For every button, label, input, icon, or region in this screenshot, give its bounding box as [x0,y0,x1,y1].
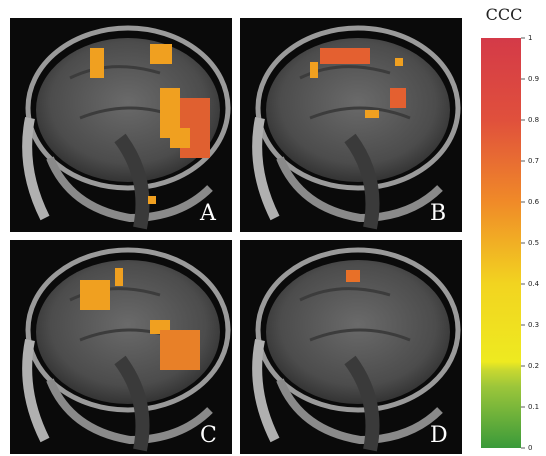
tick-label: 0.7 [528,157,539,165]
tick-label: 0.6 [528,198,540,206]
tick-label: 0.3 [528,321,539,329]
panel-label: D [430,423,448,448]
colorbar [481,38,521,448]
tick-label: 0.9 [528,75,539,83]
colorbar-ticks: 0 0.1 0.2 0.3 0.4 0.5 0.6 0.7 0.8 0.9 1 [521,34,540,452]
panel-label: C [200,423,217,448]
tick-label: 0.8 [528,116,539,124]
colorbar-title: CCC [486,5,523,24]
panel-a: A [10,18,232,232]
panel-label: B [430,201,446,226]
figure: A B C D CCC 0 0.1 0.2 0.3 0.4 0.5 0.6 0.7 0.8 0.9… [0,0,546,456]
activation [346,270,360,282]
tick-label: 0.1 [528,403,539,411]
tick-label: 0.5 [528,239,539,247]
panel-b: B [240,18,462,232]
tick-label: 0 [528,444,532,452]
panel-d: D [240,240,462,454]
panel-label: A [199,201,217,226]
tick-label: 0.2 [528,362,539,370]
tick-label: 1 [528,34,532,42]
tick-label: 0.4 [528,280,540,288]
panel-c: C [10,240,232,454]
